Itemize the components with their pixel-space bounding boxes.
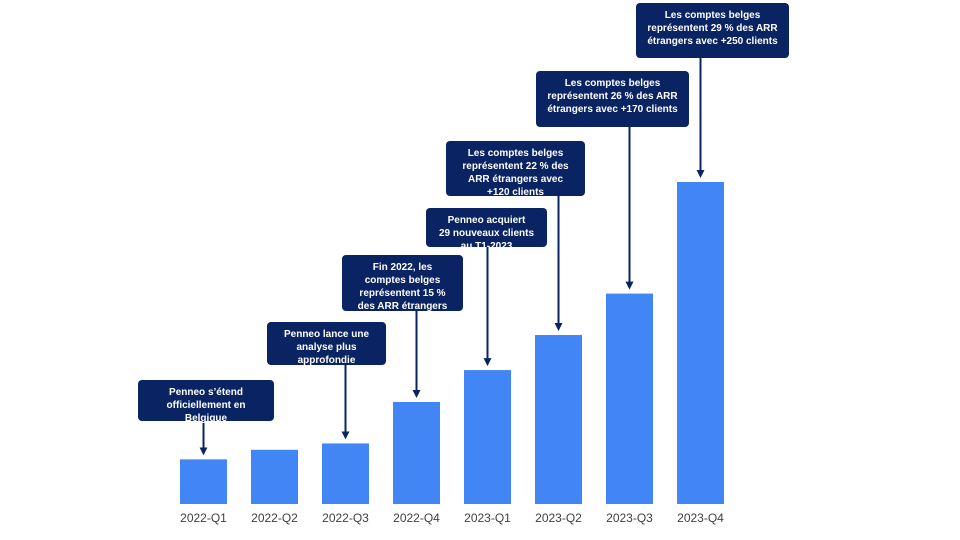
bar-2022-q4 [393, 401, 440, 504]
annotation-connectors [199, 58, 705, 456]
x-tick-label: 2023-Q3 [606, 511, 653, 525]
annotation-2023-q1: Penneo acquiert 29 nouveaux clients au T… [426, 208, 547, 252]
x-tick-label: 2022-Q2 [251, 511, 298, 525]
annotation-2022-q4: Fin 2022, les comptes belges représenten… [342, 255, 463, 312]
annotation-2022-q1: Penneo s’étend officiellement en Belgiqu… [138, 380, 274, 424]
bars-group [180, 182, 724, 504]
bar-2022-q1 [180, 459, 227, 504]
x-tick-label: 2023-Q1 [464, 511, 511, 525]
bar-2023-q1 [464, 370, 511, 504]
bar-2023-q4 [677, 182, 724, 504]
x-tick-label: 2022-Q3 [322, 511, 369, 525]
x-tick-label: 2023-Q4 [677, 511, 724, 525]
annotation-2022-q3: Penneo lance une analyse plus approfondi… [267, 322, 386, 366]
annotation-2023-q2: Les comptes belges représentent 22 % des… [446, 141, 585, 198]
bar-2023-q2 [535, 335, 582, 504]
bar-2022-q3 [322, 443, 369, 504]
x-tick-labels: 2022-Q1 2022-Q2 2022-Q3 2022-Q4 2023-Q1 2023-… [180, 511, 724, 525]
x-tick-label: 2022-Q1 [180, 511, 227, 525]
annotation-2023-q4: Les comptes belges représentent 29 % des… [636, 3, 789, 58]
annotation-2023-q3: Les comptes belges représentent 26 % des… [536, 71, 689, 127]
x-tick-label: 2022-Q4 [393, 511, 440, 525]
x-tick-label: 2023-Q2 [535, 511, 582, 525]
bar-2023-q3 [606, 293, 653, 504]
bar-2022-q2 [251, 449, 298, 504]
